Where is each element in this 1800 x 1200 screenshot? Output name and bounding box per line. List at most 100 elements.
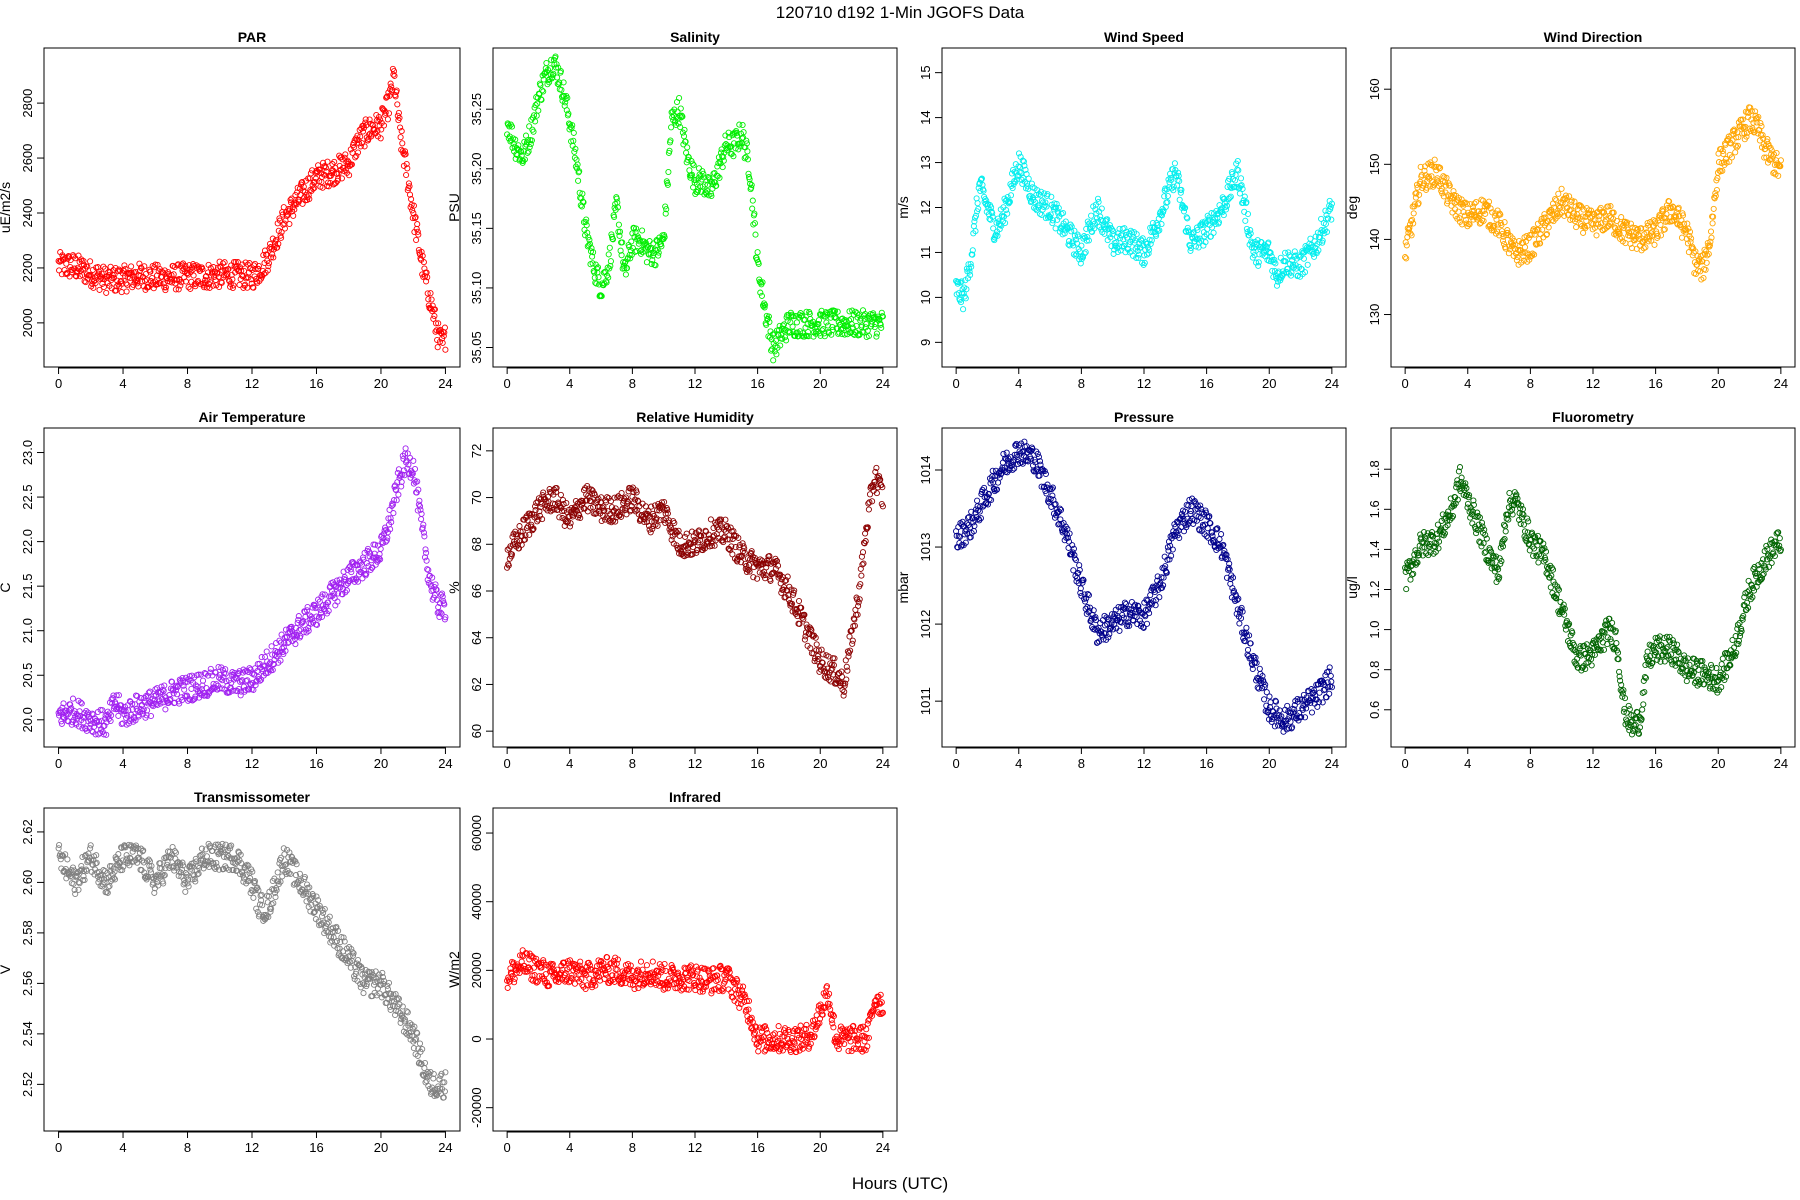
data-point	[1056, 520, 1063, 527]
data-point	[118, 289, 125, 296]
data-point	[77, 713, 84, 720]
data-point	[1273, 705, 1280, 712]
data-point	[537, 82, 544, 89]
data-point	[330, 579, 337, 586]
data-point	[790, 328, 797, 336]
data-point	[219, 260, 226, 267]
data-point	[1243, 632, 1250, 639]
data-point	[530, 525, 537, 532]
data-point	[982, 196, 989, 203]
data-point	[575, 511, 582, 518]
data-point	[720, 153, 727, 160]
data-point	[1327, 203, 1334, 210]
data-point	[671, 519, 678, 527]
data-point	[1242, 217, 1249, 224]
data-point	[250, 284, 257, 291]
y-tick-label: 60	[469, 724, 484, 738]
data-point	[1038, 188, 1045, 195]
data-point	[324, 158, 331, 165]
data-point	[1072, 556, 1080, 564]
data-point	[571, 148, 578, 155]
data-point	[689, 551, 696, 558]
data-point	[864, 524, 871, 531]
data-point	[1091, 626, 1098, 633]
data-point	[1462, 216, 1469, 223]
data-point	[963, 286, 970, 293]
data-point	[1105, 634, 1112, 641]
data-point	[777, 342, 784, 349]
data-point	[388, 502, 395, 510]
data-point	[1184, 215, 1191, 222]
data-point	[408, 471, 415, 478]
data-point	[247, 666, 254, 673]
data-point	[760, 303, 767, 310]
data-point	[804, 624, 811, 631]
data-point	[402, 151, 409, 158]
data-point	[1568, 197, 1575, 204]
data-point	[178, 279, 185, 286]
data-point	[377, 116, 384, 123]
data-point	[1318, 215, 1325, 222]
data-point	[791, 587, 798, 594]
data-point	[720, 539, 727, 546]
data-point	[1223, 202, 1231, 209]
x-tick-label: 20	[813, 756, 827, 771]
data-point	[1321, 226, 1328, 234]
data-point	[1095, 198, 1102, 206]
data-point	[1290, 261, 1297, 268]
data-point	[955, 533, 962, 540]
data-point	[1437, 164, 1444, 171]
data-point	[1077, 585, 1084, 592]
data-point	[876, 473, 883, 480]
x-tick-label: 12	[688, 756, 702, 771]
data-point	[1587, 214, 1594, 222]
data-point	[858, 572, 865, 579]
data-point	[157, 280, 164, 287]
data-point	[720, 157, 727, 164]
data-point	[1247, 640, 1254, 647]
data-point	[741, 155, 748, 162]
data-point	[748, 181, 755, 189]
data-point	[1226, 560, 1233, 567]
data-point	[111, 271, 118, 278]
data-point	[841, 331, 848, 338]
scatter-points	[504, 53, 886, 364]
data-point	[1022, 166, 1029, 173]
y-tick-label: 2800	[20, 89, 35, 118]
data-point	[563, 499, 570, 507]
data-point	[530, 112, 538, 119]
data-point	[972, 228, 979, 235]
data-point	[1532, 227, 1539, 234]
x-tick-label: 24	[1325, 376, 1339, 391]
data-point	[1719, 147, 1726, 155]
data-point	[348, 569, 355, 576]
data-point	[788, 311, 796, 318]
data-point	[993, 486, 1001, 493]
data-point	[827, 660, 834, 667]
data-point	[1130, 617, 1137, 624]
data-point	[854, 596, 861, 603]
x-tick-label: 24	[438, 756, 452, 771]
data-point	[1090, 607, 1097, 614]
data-point	[1143, 620, 1151, 627]
data-point	[718, 516, 725, 523]
data-point	[754, 249, 761, 256]
data-point	[612, 518, 619, 525]
data-point	[873, 464, 880, 471]
data-point	[424, 566, 431, 573]
x-tick-label: 0	[504, 756, 511, 771]
data-point	[1236, 620, 1243, 627]
data-point	[1237, 175, 1245, 182]
data-point	[1163, 569, 1170, 576]
data-point	[1463, 200, 1471, 207]
data-point	[780, 321, 788, 328]
y-tick-label: 23.0	[20, 440, 35, 465]
data-point	[829, 326, 836, 333]
data-point	[565, 120, 573, 127]
data-point	[1117, 618, 1124, 625]
data-point	[586, 494, 593, 501]
data-point	[96, 286, 103, 293]
data-point	[141, 694, 148, 702]
data-point	[759, 279, 766, 286]
